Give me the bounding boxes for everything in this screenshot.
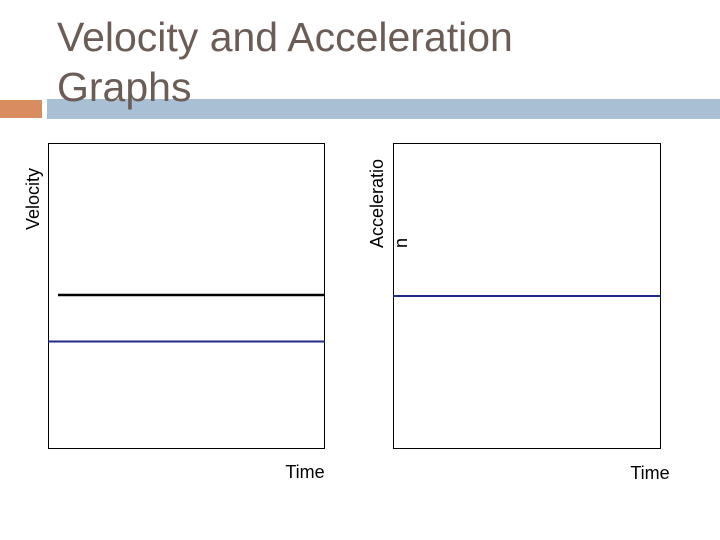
x-axis-label: Time: [285, 462, 324, 482]
title-bar: [47, 99, 720, 119]
y-axis-label: Acceleratio: [367, 159, 387, 248]
accent-block: [0, 100, 42, 118]
x-axis-label: Time: [630, 463, 669, 483]
y-axis-label: Velocity: [23, 168, 43, 230]
slide-title: Velocity and Acceleration Graphs: [57, 14, 513, 110]
y-axis-label: n: [391, 238, 411, 248]
